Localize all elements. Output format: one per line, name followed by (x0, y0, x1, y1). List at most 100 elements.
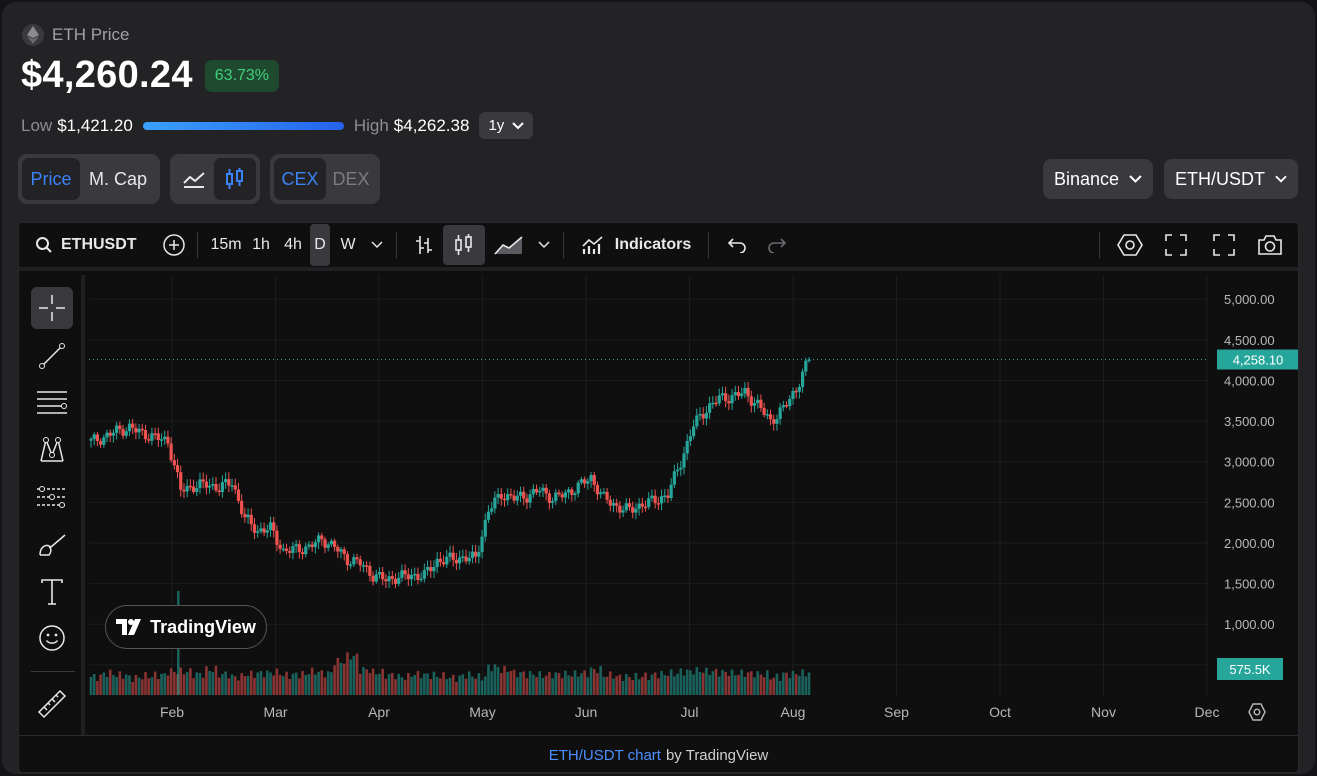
volume-bar (721, 669, 724, 695)
market-cap-tab[interactable]: M. Cap (88, 168, 148, 189)
volume-bar (371, 668, 375, 695)
tradingview-watermark[interactable]: TradingView (105, 605, 267, 649)
pair-dropdown[interactable]: ETH/USDT (1164, 159, 1298, 199)
line-chart-button[interactable] (174, 158, 214, 200)
period-dropdown[interactable]: 1y (479, 112, 534, 139)
candle-body (121, 428, 125, 436)
candle-body (124, 431, 128, 436)
candle-body (438, 558, 442, 563)
volume-bar (272, 675, 276, 695)
candle-body (589, 475, 593, 482)
candle-body (227, 479, 231, 486)
volume-bar (480, 680, 484, 695)
interval-menu-button[interactable] (366, 225, 388, 265)
brush-tool[interactable] (31, 523, 73, 565)
candle-body (207, 485, 212, 488)
pattern-icon (40, 437, 64, 462)
volume-bar (586, 677, 590, 695)
candle-body (365, 565, 369, 567)
volume-bar (570, 676, 574, 695)
exchange-dropdown[interactable]: Binance (1043, 159, 1153, 199)
candle-body (300, 552, 305, 555)
candle-body (406, 574, 410, 580)
prediction-tool[interactable] (31, 477, 73, 519)
candle-body (531, 488, 535, 495)
volume-bar (89, 677, 93, 695)
candle-chart-button[interactable] (214, 158, 256, 200)
candle-body (663, 495, 667, 498)
chart-toolbar: ETHUSDT 15m 1h 4h D W Indicators (19, 223, 1298, 271)
measure-tool[interactable] (31, 683, 73, 725)
volume-bar (112, 674, 115, 695)
volume-bar (496, 666, 500, 695)
interval-4h[interactable]: 4h (284, 236, 302, 253)
area-style-button[interactable] (485, 225, 533, 265)
candle-body (464, 556, 468, 562)
candle-body (576, 482, 580, 494)
candle-body (509, 494, 513, 496)
volume-bar (407, 672, 410, 695)
crosshair-tool[interactable] (31, 287, 73, 329)
volume-bar (278, 674, 282, 695)
candle-body (377, 572, 382, 575)
chart-link[interactable]: ETH/USDT chart (548, 746, 661, 764)
candle-body (118, 425, 122, 429)
volume-bar (205, 666, 208, 695)
candle-body (393, 578, 398, 584)
snapshot-button[interactable] (1248, 225, 1292, 265)
interval-1h[interactable]: 1h (252, 236, 270, 253)
fib-tool[interactable] (31, 381, 73, 423)
candle-body (583, 479, 587, 484)
candle-body (390, 576, 394, 579)
dex-tab[interactable]: DEX (332, 168, 370, 189)
pattern-tool[interactable] (31, 429, 73, 471)
bars-style-button[interactable] (405, 225, 443, 265)
compare-button[interactable] (159, 225, 189, 265)
candle-body (191, 486, 196, 492)
chart-area[interactable]: 5,000.00 4,500.00 4,000.00 3,500.00 3,000.00… (89, 275, 1299, 735)
indicators-button[interactable]: Indicators (572, 225, 700, 265)
volume-bar (413, 675, 417, 695)
candles-style-button[interactable] (443, 225, 485, 265)
price-tab[interactable]: Price (22, 158, 80, 200)
volume-bar (365, 669, 368, 695)
text-tool[interactable] (31, 571, 73, 613)
volume-bar (624, 674, 628, 695)
volume-bar (580, 673, 583, 695)
cex-tab[interactable]: CEX (274, 158, 326, 200)
line-chart-icon (183, 172, 205, 188)
candle-body (262, 528, 266, 533)
style-menu-button[interactable] (533, 225, 555, 265)
y-tick-label: 4,500.00 (1224, 333, 1275, 348)
maximize-button[interactable] (1200, 225, 1248, 265)
candle-body (201, 479, 205, 482)
redo-button[interactable] (757, 225, 797, 265)
price-chart[interactable]: 5,000.00 4,500.00 4,000.00 3,500.00 3,000.00… (89, 275, 1299, 735)
volume-bar (637, 679, 641, 695)
interval-d[interactable]: D (310, 224, 330, 266)
undo-button[interactable] (717, 225, 757, 265)
candle-body (304, 546, 308, 555)
volume-bar (506, 671, 509, 695)
candle-body (602, 491, 606, 494)
settings-button[interactable] (1108, 225, 1152, 265)
toolbar-divider (708, 232, 709, 258)
volume-bar (791, 670, 795, 695)
trend-line-tool[interactable] (31, 335, 73, 377)
symbol-search[interactable]: ETHUSDT (19, 225, 159, 265)
fullscreen-chart-button[interactable] (1152, 225, 1200, 265)
volume-bar (169, 668, 173, 695)
candle-body (409, 575, 414, 580)
candle-body (422, 570, 426, 579)
candle-body (474, 551, 478, 557)
interval-15m[interactable]: 15m (210, 236, 242, 253)
emoji-tool[interactable] (31, 617, 73, 659)
candle-body (733, 392, 737, 396)
volume-bar (173, 672, 176, 695)
volume-bar (490, 671, 493, 695)
candle-body (188, 485, 192, 488)
interval-w[interactable]: W (340, 236, 356, 253)
volume-bar (201, 678, 205, 695)
volume-bar (750, 671, 753, 695)
volume-bar (724, 671, 727, 695)
